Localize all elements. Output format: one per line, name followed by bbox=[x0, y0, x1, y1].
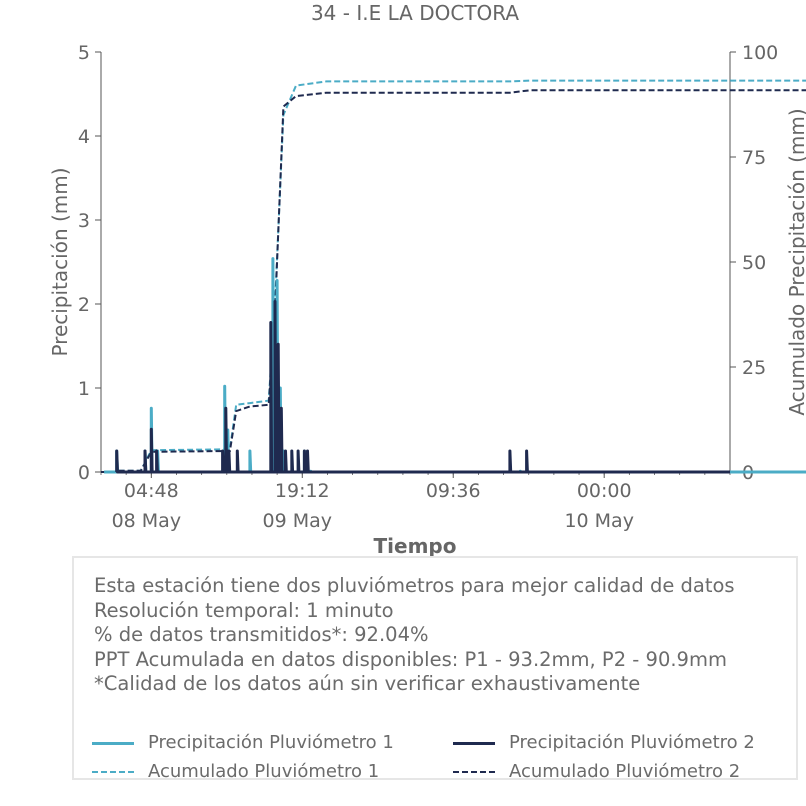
chart-title: 34 - I.E LA DOCTORA bbox=[311, 1, 519, 25]
info-line-resolution: Resolución temporal: 1 minuto bbox=[94, 598, 394, 622]
info-line-transmitted: % de datos transmitidos*: 92.04% bbox=[94, 623, 429, 646]
y-tick-label: 2 bbox=[78, 294, 90, 316]
y2-tick-label: 50 bbox=[742, 252, 766, 274]
y2-tick-label: 75 bbox=[742, 147, 766, 169]
info-box: Esta estación tiene dos pluviómetros par… bbox=[72, 556, 798, 782]
info-line-stations: Esta estación tiene dos pluviómetros par… bbox=[94, 574, 735, 597]
info-text: Esta estación tiene dos pluviómetros par… bbox=[94, 574, 735, 697]
y-tick-label: 3 bbox=[78, 210, 90, 232]
legend-swatch-precip-p1 bbox=[92, 742, 134, 745]
info-line-accumulated: PPT Acumulada en datos disponibles: P1 -… bbox=[94, 647, 727, 671]
series-line-acum-p2 bbox=[101, 89, 806, 473]
series-line-precip-p1 bbox=[103, 257, 806, 474]
y-tick-label: 0 bbox=[78, 462, 90, 484]
y-tick-label: 1 bbox=[78, 378, 90, 400]
y2-tick-label: 100 bbox=[742, 42, 778, 64]
legend-swatch-acum-p1 bbox=[92, 771, 134, 773]
series-line-precip-p2 bbox=[115, 300, 730, 474]
precipitation-chart: 34 - I.E LA DOCTORA 012345025507510004:4… bbox=[48, 1, 806, 556]
x-date-label: 09 May bbox=[263, 510, 333, 532]
y2-axis-label: Acumulado Precipitación (mm) bbox=[785, 108, 806, 415]
series-line-acum-p1 bbox=[101, 79, 806, 473]
info-line-quality: *Calidad de los datos aún sin verificar … bbox=[94, 672, 641, 695]
y-axis-label: Precipitación (mm) bbox=[48, 167, 72, 356]
x-tick-label: 09:36 bbox=[426, 480, 481, 502]
x-axis-label: Tiempo bbox=[374, 534, 457, 556]
x-date-label: 08 May bbox=[112, 510, 182, 532]
y2-tick-label: 25 bbox=[742, 357, 766, 379]
legend-swatch-precip-p2 bbox=[453, 742, 495, 745]
x-tick-label: 04:48 bbox=[124, 480, 179, 502]
legend-swatch-acum-p2 bbox=[453, 771, 495, 773]
y-tick-label: 5 bbox=[78, 42, 90, 64]
x-date-label: 10 May bbox=[564, 510, 634, 532]
y-tick-label: 4 bbox=[78, 126, 90, 148]
x-tick-label: 19:12 bbox=[275, 480, 330, 502]
x-tick-label: 00:00 bbox=[577, 480, 632, 502]
